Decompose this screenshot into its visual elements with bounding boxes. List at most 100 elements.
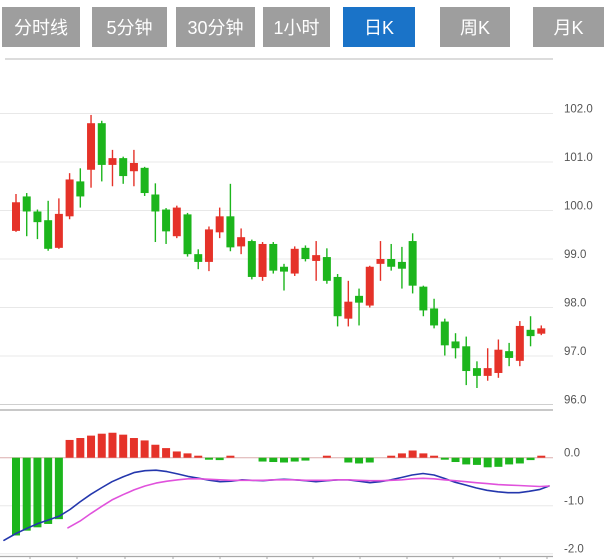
macd-axis-label: 0.0 (564, 448, 580, 460)
macd-histogram-bar (258, 457, 267, 462)
macd-histogram-bar (87, 435, 96, 458)
macd-histogram-bar (22, 457, 31, 531)
candle-body (108, 158, 117, 165)
candle-body (44, 220, 53, 249)
macd-histogram-bar (140, 440, 149, 458)
candle-body (12, 202, 20, 231)
candle-body (87, 123, 96, 170)
candle-body (376, 259, 385, 264)
tab-daily-k[interactable]: 日K (343, 7, 415, 47)
candle-body (76, 181, 85, 197)
candle-body (129, 162, 138, 172)
macd-histogram-bar (322, 455, 331, 458)
candle-body (119, 158, 128, 177)
price-axis-label: 99.0 (564, 249, 586, 261)
macd-histogram-bar (44, 457, 53, 524)
candle-body (387, 259, 396, 267)
price-axis-label: 96.0 (564, 395, 586, 407)
macd-histogram-bar (419, 453, 428, 458)
tab-5min[interactable]: 5分钟 (92, 7, 167, 47)
macd-histogram-bar (151, 444, 160, 458)
candle-body (494, 349, 503, 373)
macd-histogram-bar (76, 438, 85, 458)
candle-body (65, 179, 74, 217)
macd-histogram-bar (269, 457, 278, 463)
candle-body (483, 368, 492, 376)
macd-histogram-bar (526, 457, 535, 461)
price-axis-label: 101.0 (564, 152, 593, 164)
candle-body (151, 194, 160, 212)
candle-body (290, 248, 299, 274)
macd-histogram-bar (301, 457, 310, 461)
candle-body (172, 207, 181, 237)
candle-body (226, 216, 235, 248)
candle-body (194, 254, 203, 262)
candle-body (397, 261, 406, 269)
candle-body (140, 167, 149, 194)
price-axis-label: 98.0 (564, 298, 586, 310)
tab-30min[interactable]: 30分钟 (176, 7, 255, 47)
candle-body (430, 308, 439, 326)
macd-histogram-bar (365, 457, 374, 463)
candle-body (515, 325, 524, 361)
candle-body (54, 213, 63, 248)
tab-weekly-k[interactable]: 周K (440, 7, 510, 47)
candle-body (355, 295, 364, 303)
tab-monthly-k[interactable]: 月K (533, 7, 604, 47)
candle-body (22, 196, 31, 212)
candle-body (408, 241, 417, 286)
candle-body (97, 123, 106, 165)
candle-body (312, 255, 321, 261)
macd-histogram-bar (280, 457, 288, 463)
macd-histogram-bar (515, 457, 524, 464)
candle-body (33, 211, 42, 223)
macd-histogram-bar (183, 453, 192, 458)
macd-histogram-bar (215, 457, 224, 461)
candle-body (462, 346, 471, 372)
macd-histogram-bar (290, 457, 299, 462)
macd-histogram-bar (226, 455, 235, 458)
tab-1hour[interactable]: 1小时 (263, 7, 330, 47)
macd-histogram-bar (54, 457, 63, 520)
macd-histogram-bar (129, 438, 138, 458)
macd-histogram-bar (172, 451, 181, 458)
macd-histogram-bar (108, 432, 117, 458)
macd-histogram-bar (451, 457, 460, 463)
candle-body (472, 368, 481, 376)
macd-histogram-bar (483, 457, 492, 468)
price-axis-label: 100.0 (564, 201, 593, 213)
candle-body (344, 301, 353, 319)
macd-histogram-bar (204, 457, 213, 460)
macd-histogram-bar (355, 457, 364, 464)
macd-histogram-bar (505, 457, 514, 465)
candle-body (419, 286, 428, 311)
candle-body (537, 328, 546, 334)
macd-histogram-bar (408, 450, 417, 458)
macd-dea-line (67, 477, 550, 529)
candle-body (269, 243, 278, 271)
macd-histogram-bar (65, 439, 74, 458)
candle-body (322, 257, 331, 281)
price-axis-label: 97.0 (564, 346, 586, 358)
candle-body (526, 329, 535, 337)
macd-histogram-bar (387, 455, 396, 458)
macd-histogram-bar (12, 457, 20, 536)
candle-body (215, 216, 224, 233)
macd-histogram-bar (537, 455, 546, 458)
tab-time-line[interactable]: 分时线 (2, 7, 80, 47)
price-axis-label: 102.0 (564, 104, 593, 116)
macd-histogram-bar (472, 457, 481, 465)
macd-histogram-bar (33, 457, 42, 528)
macd-axis-label: -1.0 (564, 496, 584, 508)
candle-body (451, 341, 460, 349)
macd-histogram-bar (119, 434, 128, 458)
candle-body (440, 321, 449, 346)
candle-body (505, 351, 514, 358)
macd-histogram-bar (344, 457, 353, 463)
candle-body (301, 247, 310, 259)
macd-histogram-bar (430, 455, 439, 458)
macd-histogram-bar (97, 433, 106, 458)
candle-body (280, 266, 288, 272)
